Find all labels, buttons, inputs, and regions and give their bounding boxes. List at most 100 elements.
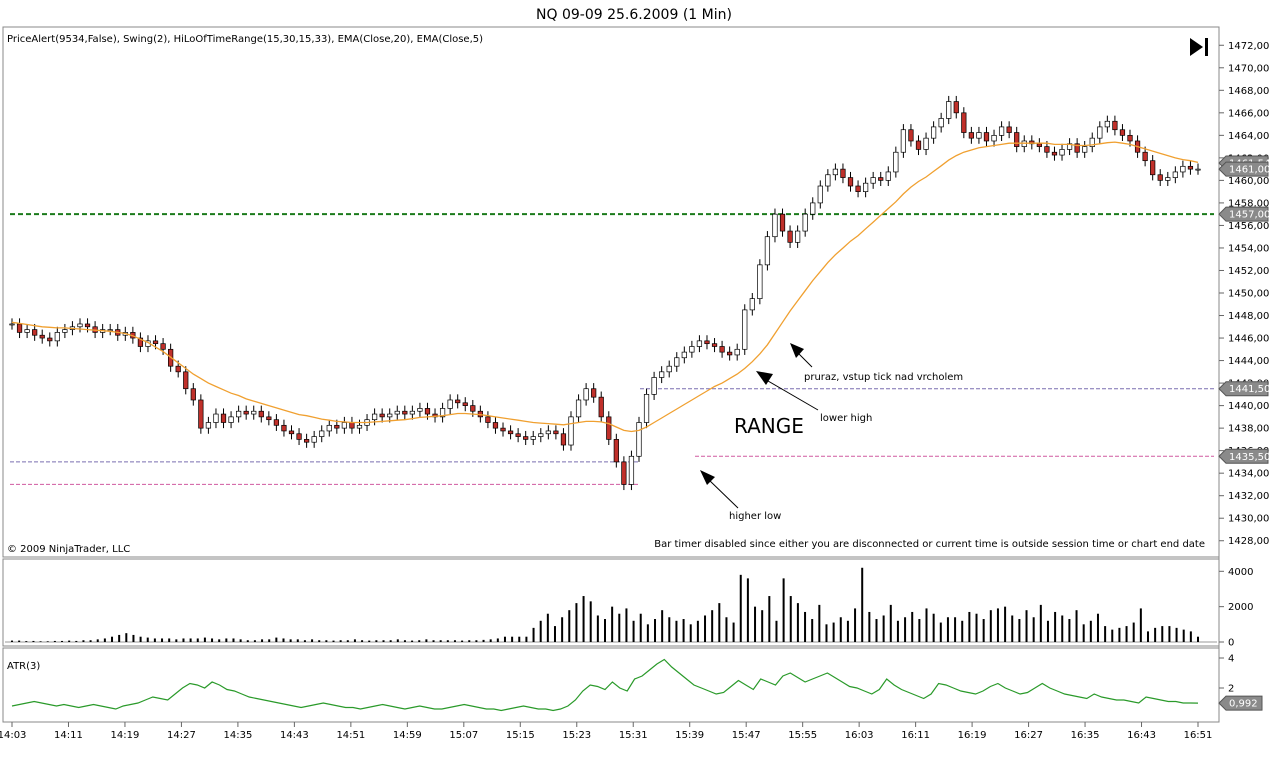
candle — [447, 394, 453, 415]
ema-close-20-line — [11, 141, 1199, 433]
price-tick-label: 1434,00 — [1228, 469, 1269, 480]
volume-bar — [303, 640, 306, 642]
volume-bar — [432, 640, 435, 642]
time-tick-label: 14:59 — [393, 730, 422, 741]
level-lines — [10, 213, 1214, 485]
candle — [1051, 146, 1058, 161]
candle — [1150, 155, 1156, 181]
candle — [840, 163, 846, 184]
volume-bar — [968, 611, 971, 642]
volume-bar — [1004, 606, 1007, 642]
volume-bar — [796, 603, 799, 642]
candle — [810, 197, 816, 220]
candle — [47, 332, 53, 347]
candle — [107, 323, 113, 336]
price-axis: 1472,001470,001468,001466,001464,001462,… — [1219, 41, 1269, 547]
volume-bar — [275, 637, 278, 642]
time-tick-label: 16:19 — [958, 730, 987, 741]
chart-title: NQ 09-09 25.6.2009 (1 Min) — [536, 7, 732, 23]
candle — [311, 430, 317, 448]
volume-bar — [1096, 613, 1099, 642]
arrow-pruraz — [790, 343, 813, 368]
candle — [961, 107, 967, 139]
volume-bar — [68, 640, 71, 642]
time-tick-label: 15:07 — [449, 730, 478, 741]
candle — [1104, 115, 1110, 133]
candle — [183, 366, 189, 395]
volume-bar — [1111, 629, 1114, 642]
volume-bar — [882, 615, 885, 642]
candle — [991, 129, 997, 147]
candle — [190, 383, 196, 406]
candle — [1187, 160, 1194, 175]
volume-bar — [182, 638, 185, 642]
candle — [1157, 169, 1163, 187]
copyright-text: © 2009 NinjaTrader, LLC — [7, 544, 130, 555]
volume-bars: 4000 2000 0 — [5, 567, 1253, 649]
volume-bar — [103, 638, 106, 642]
volume-bar — [868, 611, 871, 642]
candle — [719, 340, 725, 358]
price-tick-label: 1448,00 — [1228, 311, 1269, 322]
volume-bar — [618, 613, 621, 642]
volume-bar — [646, 624, 649, 642]
candle — [500, 422, 506, 437]
candle — [1006, 121, 1012, 139]
volume-bar — [268, 639, 271, 642]
volume-bar — [61, 640, 64, 642]
candle — [863, 177, 869, 198]
candle — [628, 450, 635, 491]
volume-bar — [225, 638, 228, 642]
volume-bar — [1011, 615, 1014, 642]
volume-bar — [468, 640, 471, 642]
candle — [711, 338, 718, 353]
volume-bar — [1154, 627, 1157, 642]
volume-bar — [296, 639, 299, 642]
candle — [742, 304, 748, 355]
candle — [930, 121, 937, 144]
candle — [795, 225, 801, 248]
time-tick-label: 16:27 — [1014, 730, 1043, 741]
candle — [1119, 124, 1126, 141]
candle — [575, 394, 582, 423]
volume-bar — [346, 640, 349, 642]
candle — [303, 433, 310, 448]
candle — [273, 414, 280, 431]
volume-bar — [375, 640, 378, 642]
candle — [213, 408, 219, 429]
candle — [598, 391, 604, 423]
candle — [530, 430, 536, 446]
candle — [485, 411, 491, 429]
volume-bar — [1197, 636, 1199, 642]
price-tick-label: 1456,00 — [1228, 221, 1269, 232]
candle — [953, 95, 959, 119]
time-tick-label: 16:35 — [1071, 730, 1100, 741]
time-tick-label: 15:31 — [619, 730, 648, 741]
candle — [455, 394, 461, 409]
time-tick-label: 14:03 — [0, 730, 26, 741]
atr-tick-label: 2 — [1228, 684, 1234, 695]
volume-bar — [1139, 608, 1142, 642]
price-tick-label: 1450,00 — [1228, 289, 1269, 300]
volume-bar — [946, 617, 949, 642]
volume-bar — [1104, 626, 1107, 642]
price-tick-label: 1446,00 — [1228, 334, 1269, 345]
volume-bar — [932, 613, 935, 642]
price-tick-label: 1460,00 — [1228, 176, 1269, 187]
volume-bar — [246, 640, 249, 642]
volume-bar — [546, 613, 549, 642]
candle — [666, 360, 672, 378]
volume-bar — [553, 626, 556, 642]
panel-frames — [2, 26, 1220, 723]
candle — [258, 405, 264, 423]
volume-bar — [525, 636, 528, 642]
candle — [1014, 126, 1020, 153]
candle — [326, 419, 332, 437]
candle — [847, 171, 854, 192]
candle — [1074, 138, 1080, 158]
svg-text:1435,50: 1435,50 — [1229, 452, 1270, 463]
time-tick-label: 15:47 — [732, 730, 761, 741]
volume-bar — [1032, 617, 1035, 642]
skip-to-end-icon[interactable] — [1190, 38, 1208, 56]
volume-bar — [482, 639, 485, 642]
